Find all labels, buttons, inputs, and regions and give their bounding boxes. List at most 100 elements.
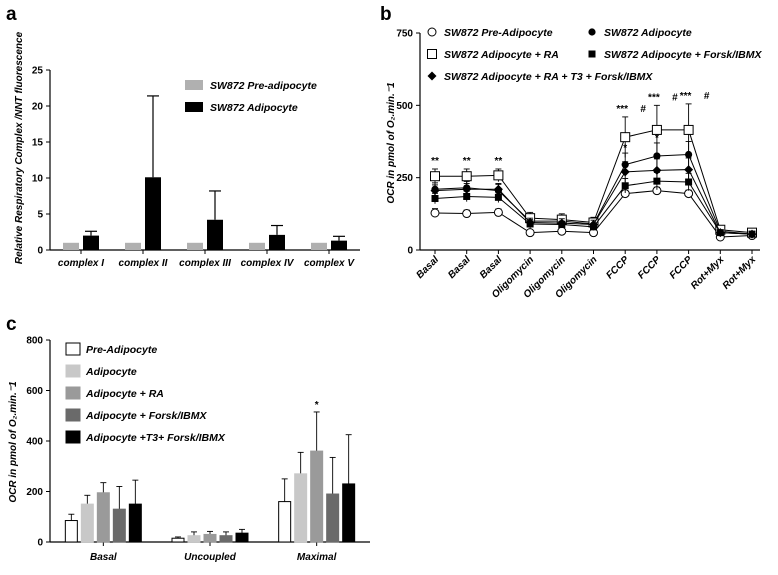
x-category-label: complex II bbox=[119, 258, 168, 269]
y-tick-label: 750 bbox=[396, 29, 413, 40]
y-tick-label: 250 bbox=[396, 173, 413, 184]
bar bbox=[80, 503, 94, 543]
y-tick-label: 500 bbox=[396, 101, 413, 112]
legend-swatch bbox=[185, 102, 203, 112]
significance-label: # bbox=[672, 92, 678, 103]
marker-filled-square bbox=[685, 178, 693, 186]
marker-filled-diamond bbox=[525, 218, 535, 228]
significance-label: ** bbox=[431, 156, 439, 167]
legend-swatch bbox=[65, 342, 81, 356]
legend-label: Pre-Adipocyte bbox=[86, 344, 157, 356]
panel-label-c: c bbox=[6, 314, 17, 335]
marker-filled-diamond bbox=[715, 228, 725, 238]
y-tick-label: 200 bbox=[26, 487, 43, 498]
bar bbox=[235, 532, 249, 543]
legend-label: SW872 Adipocyte bbox=[604, 27, 692, 39]
bar-pre-adipocyte bbox=[125, 242, 141, 250]
marker-open-circle bbox=[462, 209, 472, 219]
y-axis-label-c: OCR in pmol of O₂.min.⁻1 bbox=[8, 381, 19, 503]
x-category-label: Basal bbox=[446, 254, 473, 281]
bar bbox=[219, 535, 233, 543]
bar bbox=[171, 537, 185, 543]
x-category-label: Basal bbox=[90, 552, 117, 563]
legend-label: SW872 Adipocyte + RA bbox=[444, 49, 559, 61]
bar bbox=[310, 450, 324, 543]
y-tick-label: 10 bbox=[32, 174, 44, 185]
y-tick-label: 0 bbox=[37, 538, 43, 549]
marker-open-circle bbox=[430, 208, 440, 218]
panel-a: a Relative Respiratory Complex /NNT fluo… bbox=[0, 0, 380, 280]
bar-adipocyte bbox=[269, 234, 285, 250]
y-tick-label: 5 bbox=[37, 210, 43, 221]
marker-filled-square bbox=[494, 193, 502, 201]
x-category-label: complex III bbox=[179, 258, 231, 269]
bar bbox=[342, 483, 356, 543]
bar bbox=[294, 473, 308, 543]
bar-adipocyte bbox=[83, 235, 99, 250]
significance-label: * bbox=[655, 133, 659, 144]
legend-label: SW872 Adipocyte + RA + T3 + Forsk/IBMX bbox=[444, 71, 653, 83]
bar bbox=[64, 520, 78, 543]
bar-chart-a: a Relative Respiratory Complex /NNT fluo… bbox=[6, 4, 360, 269]
x-category-label: Rot+Myx bbox=[721, 254, 759, 292]
significance-label: * bbox=[623, 143, 627, 154]
bar-pre-adipocyte bbox=[63, 242, 79, 250]
y-tick-label: 0 bbox=[407, 246, 413, 257]
marker-filled-diamond bbox=[747, 229, 757, 239]
y-tick-label: 20 bbox=[32, 102, 44, 113]
marker-open-square bbox=[651, 124, 662, 135]
significance-label: *** bbox=[648, 92, 660, 103]
bar-chart-c: c OCR in pmol of O₂.min.⁻1 0 200 400 600 800… bbox=[6, 314, 370, 563]
bar bbox=[326, 493, 340, 543]
marker-filled-circle bbox=[653, 152, 661, 160]
marker-open-square bbox=[620, 132, 631, 143]
marker-open-square bbox=[493, 170, 504, 181]
marker-open-square bbox=[430, 171, 440, 182]
legend-label: SW872 Adipocyte bbox=[210, 102, 298, 114]
significance-label: # bbox=[704, 91, 710, 102]
y-axis-label-b: OCR in pmol of O₂.min.⁻1 bbox=[386, 82, 397, 204]
legend-swatch bbox=[65, 364, 81, 378]
marker-filled-diamond bbox=[652, 165, 662, 175]
significance-label: ** bbox=[495, 156, 503, 167]
marker-filled-diamond bbox=[430, 186, 440, 196]
legend-swatch bbox=[65, 386, 81, 400]
legend-marker-open-circle bbox=[427, 27, 437, 37]
legend-label: SW872 Pre-Adipocyte bbox=[444, 27, 553, 39]
significance-label: *** bbox=[616, 104, 628, 115]
legend-swatch bbox=[185, 80, 203, 90]
y-tick-label: 600 bbox=[26, 386, 43, 397]
legend-label: Adipocyte +T3+ Forsk/IBMX bbox=[85, 432, 226, 444]
legend-label: Adipocyte bbox=[85, 366, 137, 378]
bar-pre-adipocyte bbox=[249, 242, 265, 250]
x-category-label: Basal bbox=[414, 254, 441, 281]
legend-marker-filled-circle bbox=[588, 28, 596, 36]
marker-open-square bbox=[683, 124, 694, 135]
bar-adipocyte bbox=[331, 240, 347, 250]
y-tick-label: 15 bbox=[32, 138, 44, 149]
bar bbox=[278, 501, 292, 543]
y-tick-label: 25 bbox=[32, 66, 44, 77]
marker-filled-diamond bbox=[684, 165, 694, 175]
marker-filled-diamond bbox=[493, 184, 503, 194]
x-category-label: complex IV bbox=[241, 258, 295, 269]
bar bbox=[112, 508, 126, 543]
marker-filled-diamond bbox=[589, 220, 598, 230]
marker-filled-diamond bbox=[620, 167, 630, 177]
bar-pre-adipocyte bbox=[187, 242, 203, 250]
marker-open-circle bbox=[557, 226, 567, 236]
legend-marker-filled-diamond bbox=[427, 71, 437, 81]
x-category-label: FCCP bbox=[604, 254, 631, 281]
bar bbox=[128, 503, 142, 543]
x-category-label: Maximal bbox=[297, 552, 337, 563]
panel-b: b OCR in pmol of O₂.min.⁻1 0 250 500 750 Bas… bbox=[380, 0, 778, 310]
panel-label-a: a bbox=[6, 4, 17, 25]
bar-adipocyte bbox=[207, 219, 223, 250]
significance-label: # bbox=[640, 104, 646, 115]
marker-open-circle bbox=[684, 189, 694, 199]
legend-marker-open-square bbox=[427, 49, 437, 59]
legend-label: Adipocyte + Forsk/IBMX bbox=[85, 410, 207, 422]
x-category-label: FCCP bbox=[636, 254, 663, 281]
legend-swatch bbox=[65, 408, 81, 422]
bar bbox=[203, 533, 217, 543]
